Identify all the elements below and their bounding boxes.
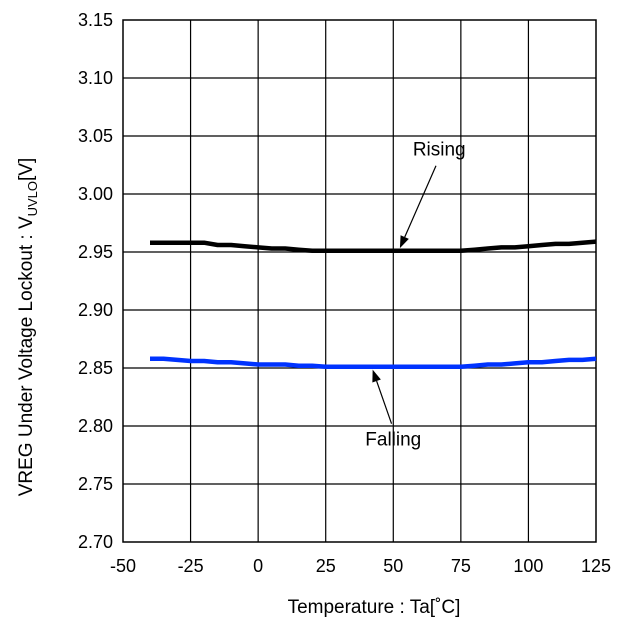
annotation-layer: Rising Falling (365, 140, 465, 451)
x-tick-label: 25 (316, 556, 336, 576)
annotation-arrow-falling (376, 380, 393, 424)
y-tick-label: 3.05 (78, 126, 113, 146)
annotation-label-rising: Rising (413, 140, 466, 161)
annotation-label-falling: Falling (365, 430, 421, 451)
x-tick-label: -50 (110, 556, 136, 576)
x-tick-label: 100 (513, 556, 543, 576)
y-tick-label: 3.15 (78, 10, 113, 30)
y-tick-label: 2.80 (78, 416, 113, 436)
y-tick-label: 3.10 (78, 68, 113, 88)
annotation-arrow-rising (404, 165, 437, 238)
y-tick-label: 2.70 (78, 532, 113, 552)
series-line-rising (150, 239, 597, 254)
x-axis-title: Temperature : Ta[˚C] (288, 597, 461, 618)
y-tick-label: 2.95 (78, 242, 113, 262)
x-tick-label: -25 (178, 556, 204, 576)
grid-layer (122, 19, 597, 543)
y-tick-label: 3.00 (78, 184, 113, 204)
plot-area-frame (122, 19, 597, 543)
annotation-arrowhead-rising (399, 235, 409, 249)
y-axis-title-main: VREG Under Voltage Lockout : V (16, 216, 37, 496)
x-tick-label: 0 (253, 556, 263, 576)
x-tick-label: 50 (383, 556, 403, 576)
y-tick-label: 2.90 (78, 300, 113, 320)
x-tick-label: 125 (581, 556, 611, 576)
annotation-arrowhead-falling (372, 369, 381, 383)
y-axis-title-unit: [V] (16, 158, 37, 181)
y-tick-label: 2.75 (78, 474, 113, 494)
y-axis-title: VREG Under Voltage Lockout : VUVLO[V] (16, 158, 40, 497)
series-line-falling (150, 356, 597, 370)
y-axis-title-subscript: UVLO (25, 181, 40, 216)
y-tick-label: 2.85 (78, 358, 113, 378)
series-layer (150, 239, 597, 370)
x-tick-label: 75 (451, 556, 471, 576)
tick-label-layer: -50 -25 0 25 50 75 100 125 2.70 2.75 2.80 2.85 2.90 2… (78, 10, 611, 576)
